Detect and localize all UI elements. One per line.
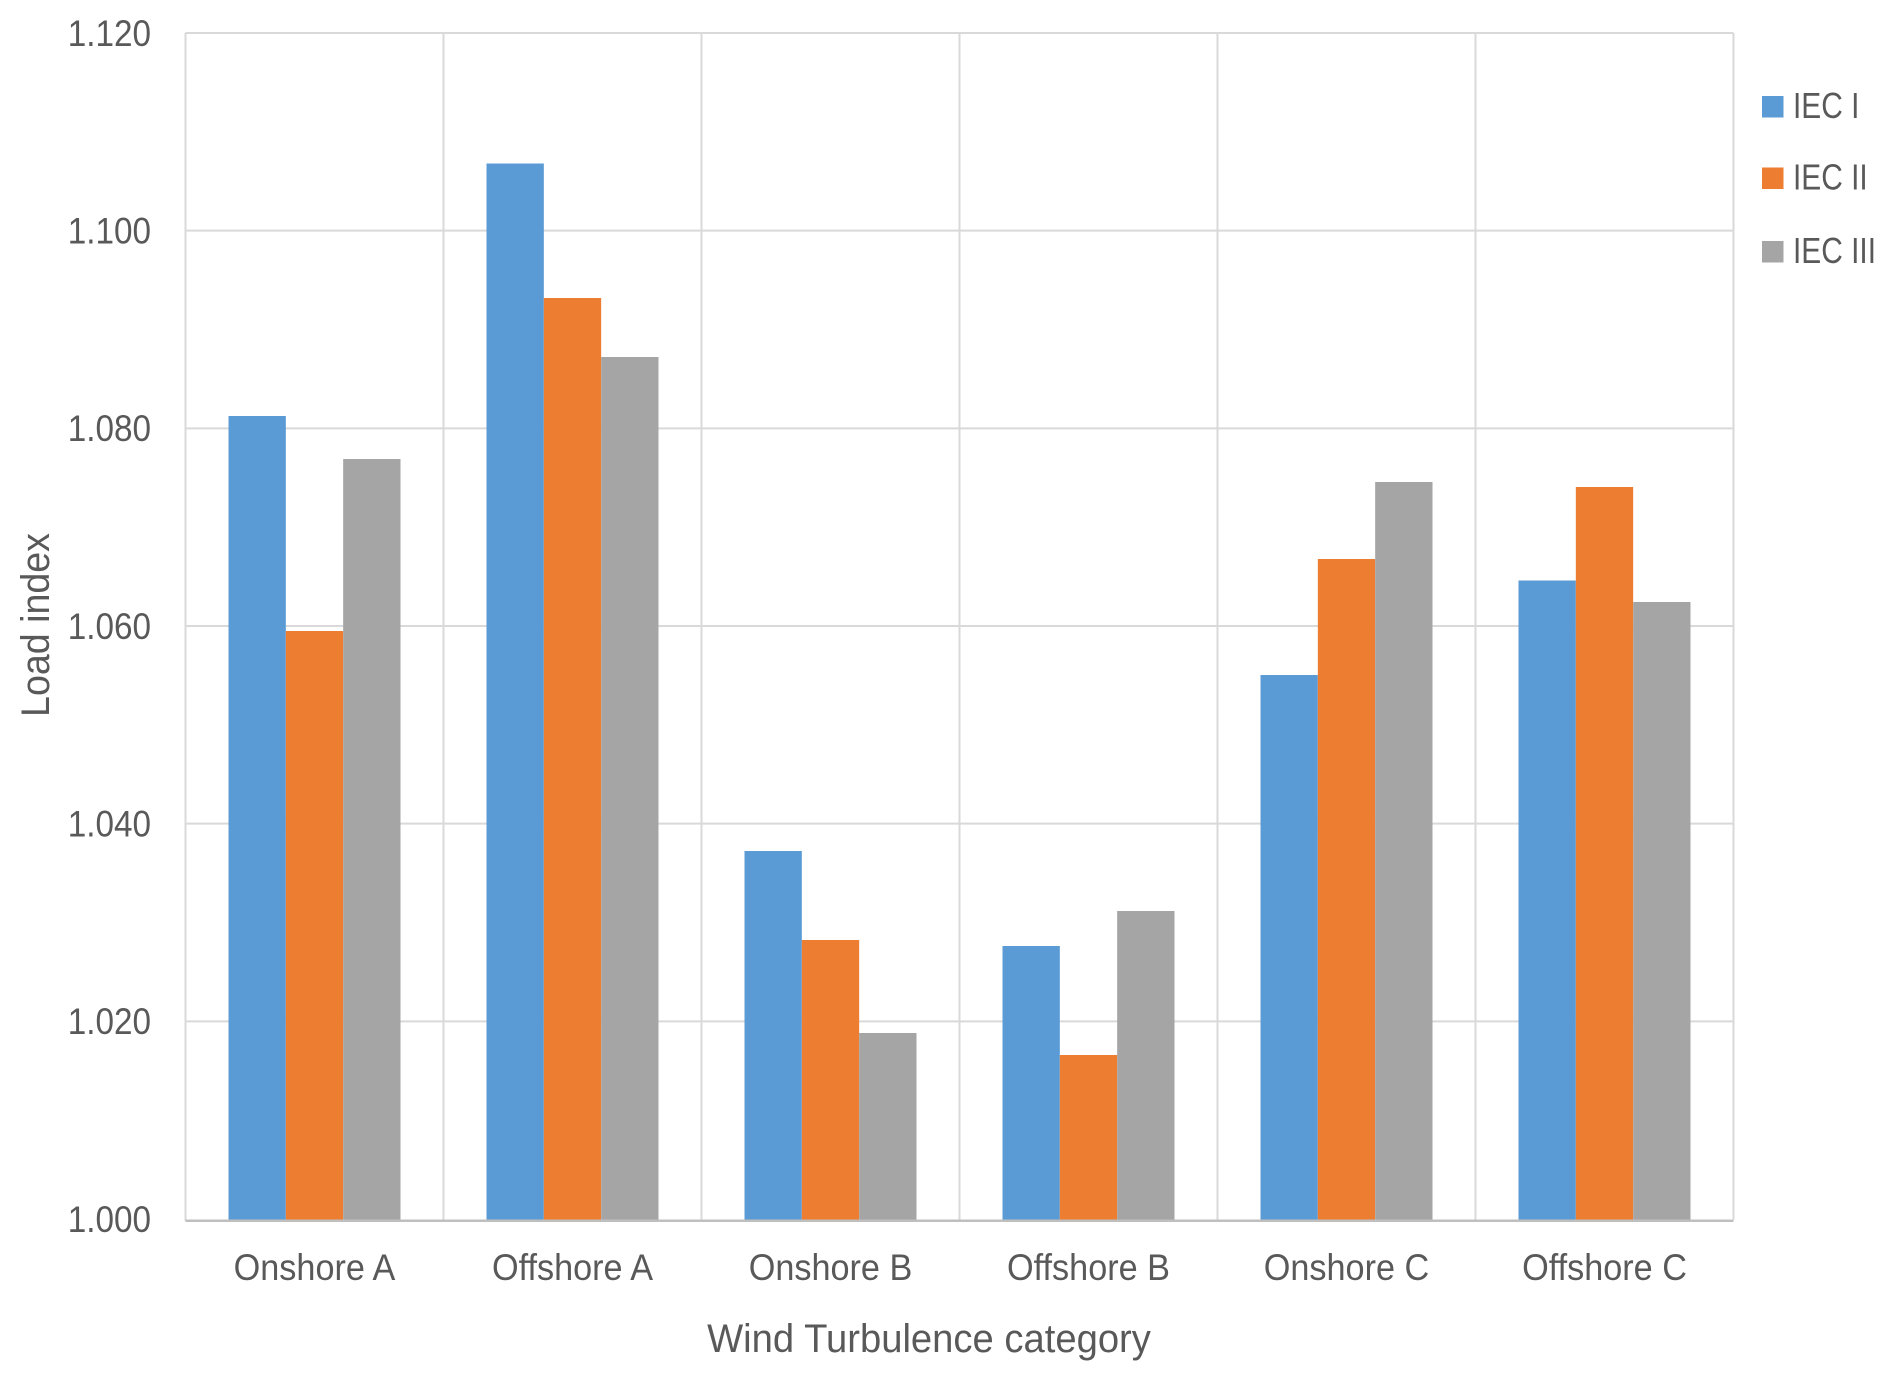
svg-text:Onshore B: Onshore B [749, 1247, 913, 1289]
svg-text:Offshore C: Offshore C [1522, 1247, 1687, 1289]
svg-text:IEC III: IEC III [1793, 231, 1876, 271]
svg-text:1.120: 1.120 [68, 13, 151, 54]
svg-text:IEC II: IEC II [1793, 158, 1868, 198]
svg-text:IEC I: IEC I [1793, 86, 1859, 126]
svg-text:Load index: Load index [14, 533, 58, 717]
svg-text:1.020: 1.020 [68, 1002, 151, 1043]
svg-text:1.080: 1.080 [68, 409, 151, 450]
svg-text:Offshore B: Offshore B [1007, 1247, 1170, 1289]
svg-text:Onshore C: Onshore C [1264, 1247, 1429, 1289]
svg-text:Offshore A: Offshore A [492, 1247, 653, 1289]
svg-text:1.100: 1.100 [68, 211, 151, 252]
svg-text:Onshore A: Onshore A [234, 1247, 396, 1289]
svg-text:1.000: 1.000 [68, 1199, 151, 1240]
svg-text:1.060: 1.060 [68, 606, 151, 647]
svg-text:1.040: 1.040 [68, 804, 151, 845]
svg-text:Wind Turbulence category: Wind Turbulence category [707, 1317, 1151, 1361]
